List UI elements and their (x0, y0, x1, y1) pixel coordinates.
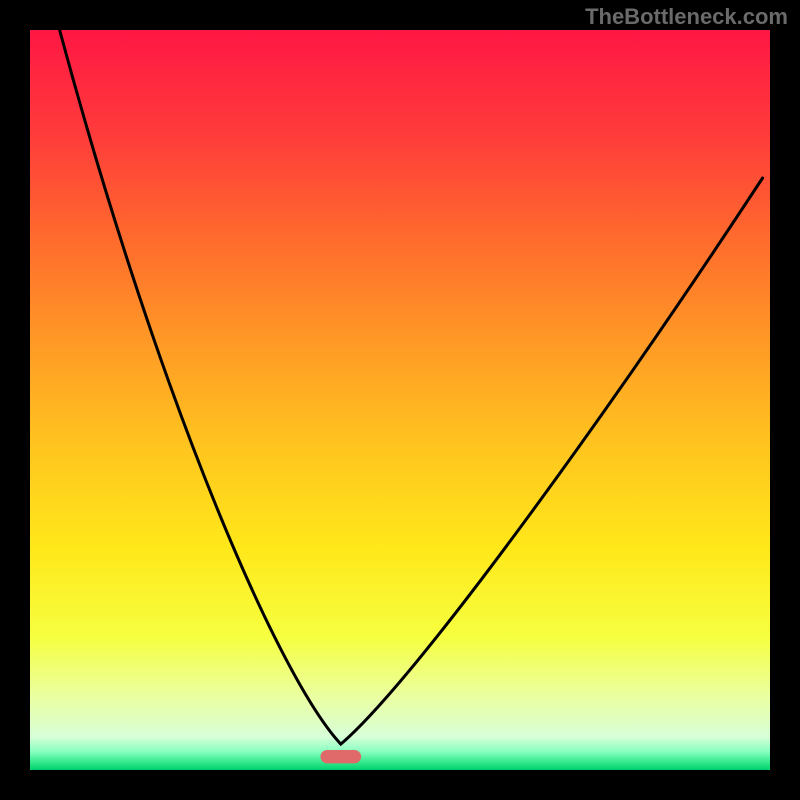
bottleneck-chart (0, 0, 800, 800)
minimum-marker (320, 750, 361, 763)
watermark-text: TheBottleneck.com (585, 4, 788, 30)
plot-background (30, 30, 770, 770)
chart-svg (0, 0, 800, 800)
